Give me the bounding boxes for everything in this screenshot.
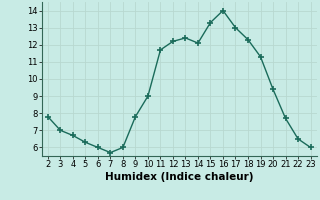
X-axis label: Humidex (Indice chaleur): Humidex (Indice chaleur) [105,172,253,182]
